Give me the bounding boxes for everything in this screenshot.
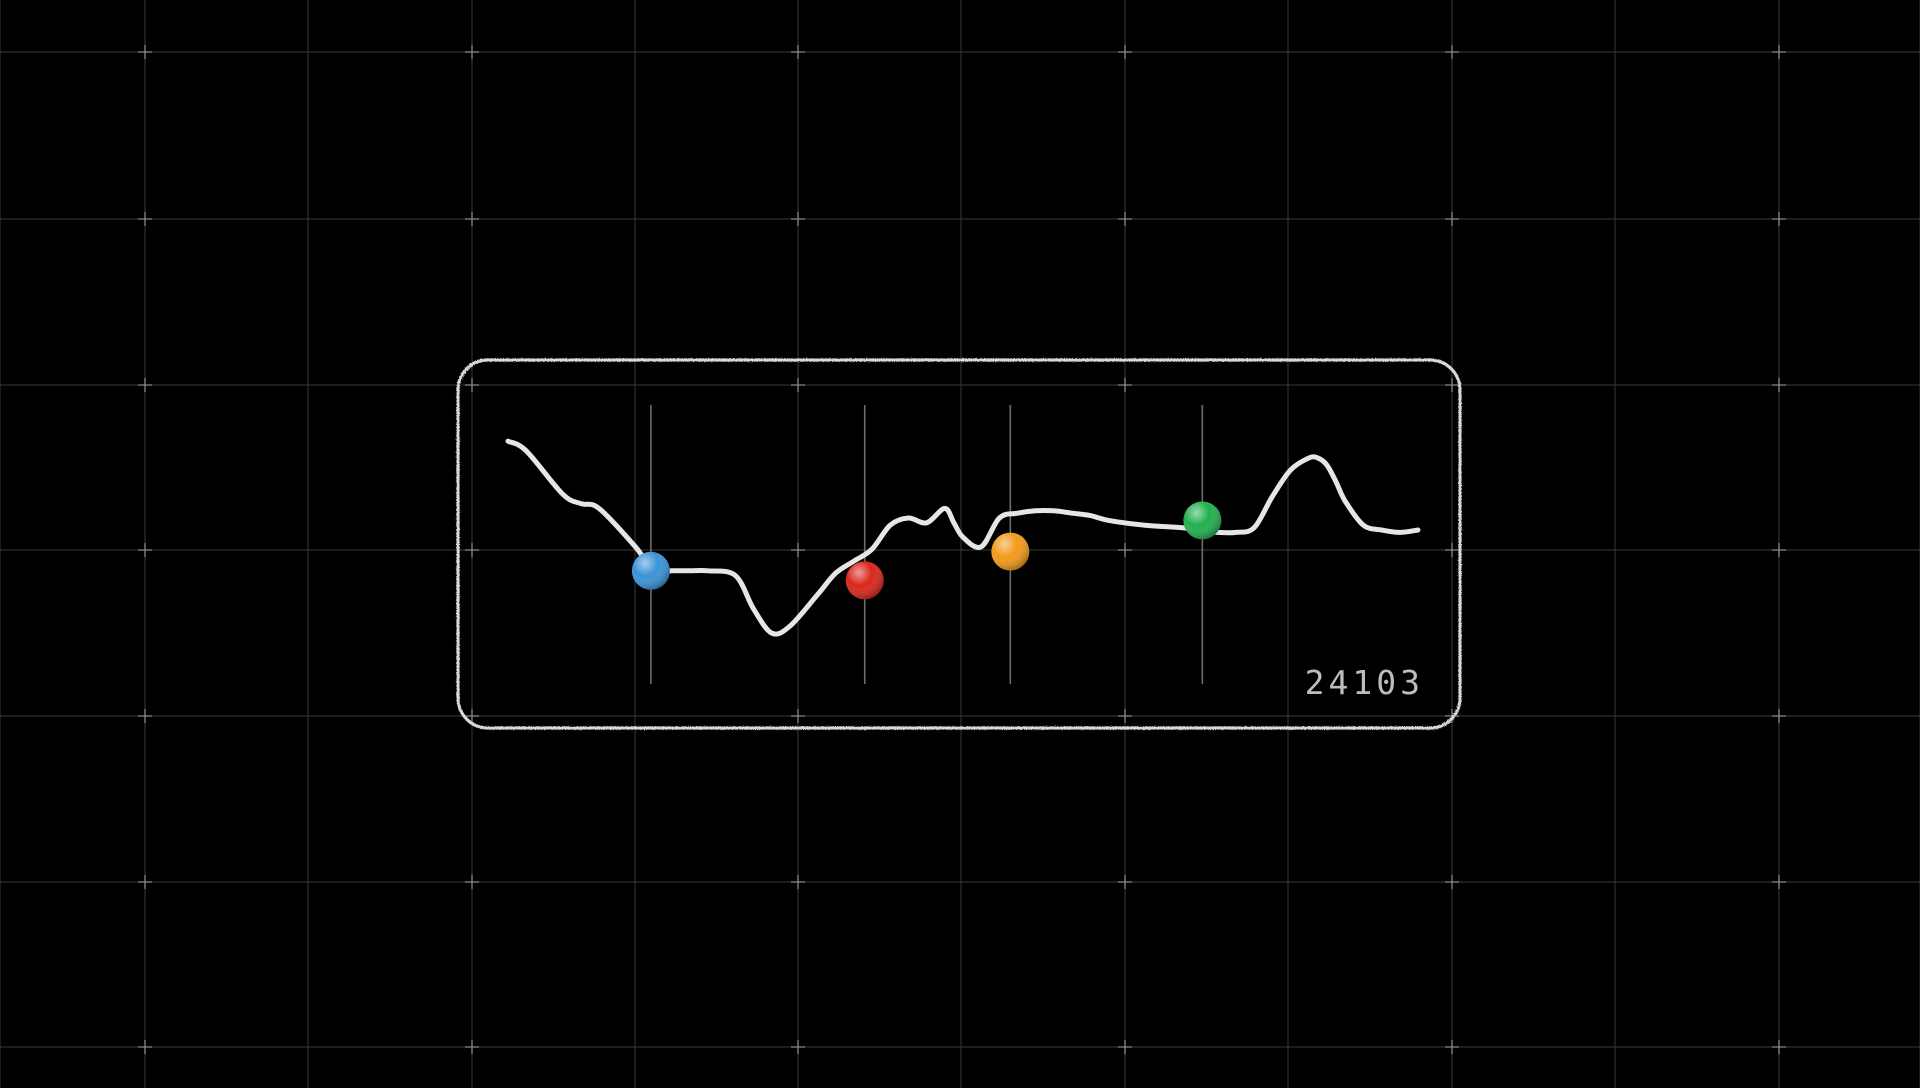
grid-cross-marker <box>791 1040 805 1054</box>
grid-cross-marker <box>1118 875 1132 889</box>
grid-cross-marker <box>1772 543 1786 557</box>
grid-cross-marker <box>138 709 152 723</box>
grid-cross-marker <box>791 45 805 59</box>
grid-cross-marker <box>1772 212 1786 226</box>
grid-cross-marker <box>138 1040 152 1054</box>
grid-cross-marker <box>138 875 152 889</box>
grid-cross-marker <box>1118 378 1132 392</box>
grid-cross-marker <box>1445 543 1459 557</box>
grid-cross-marker <box>1118 45 1132 59</box>
grid-cross-marker <box>791 709 805 723</box>
grid-cross-marker <box>1772 45 1786 59</box>
grid-cross-marker <box>1445 1040 1459 1054</box>
grid-cross-marker <box>465 212 479 226</box>
grid-cross-marker <box>465 1040 479 1054</box>
marker-dot-1 <box>632 552 670 590</box>
grid-cross-marker <box>1118 212 1132 226</box>
grid-cross-marker <box>1445 875 1459 889</box>
grid-cross-marker <box>465 45 479 59</box>
grid-cross-marker <box>1772 378 1786 392</box>
series-line <box>508 441 1418 634</box>
grid-cross-marker <box>791 543 805 557</box>
marker-dot-4 <box>1183 501 1221 539</box>
grid-cross-marker <box>791 212 805 226</box>
grid-cross-marker <box>138 543 152 557</box>
grid-cross-marker <box>1772 1040 1786 1054</box>
chart-plot <box>508 405 1418 684</box>
marker-dot-3 <box>991 533 1029 571</box>
grid-cross-marker <box>138 212 152 226</box>
grid-cross-marker <box>465 543 479 557</box>
grid-cross-marker <box>1445 45 1459 59</box>
grid-cross-marker <box>791 378 805 392</box>
grid-cross-marker <box>1772 875 1786 889</box>
grid-cross-marker <box>465 378 479 392</box>
grid-cross-marker <box>1772 709 1786 723</box>
grid-cross-marker <box>1118 709 1132 723</box>
grid-cross-marker <box>1118 543 1132 557</box>
grid-cross-marker <box>138 45 152 59</box>
grid-cross-marker <box>1445 212 1459 226</box>
grid-cross-marker <box>791 875 805 889</box>
grid-cross-marker <box>1118 1040 1132 1054</box>
grid-cross-marker <box>138 378 152 392</box>
marker-dot-2 <box>846 561 884 599</box>
grid-cross-marker <box>465 875 479 889</box>
counter-value: 24103 <box>1305 663 1424 702</box>
